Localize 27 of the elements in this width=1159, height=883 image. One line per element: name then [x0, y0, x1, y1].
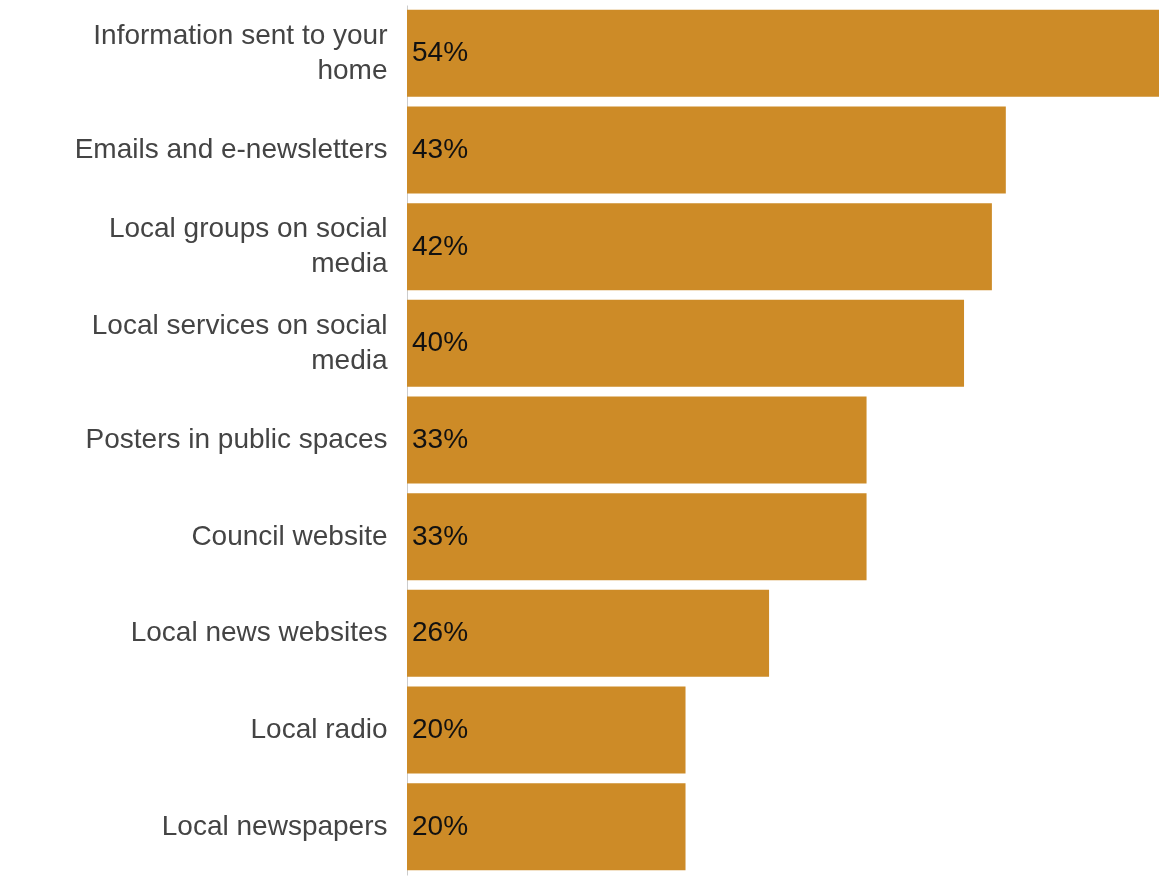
- data-label: 42%: [412, 229, 469, 261]
- data-label: 20%: [412, 713, 469, 744]
- data-label: 26%: [412, 616, 469, 648]
- data-label: 33%: [412, 519, 469, 551]
- bar: [407, 686, 686, 774]
- data-label: 43%: [412, 133, 469, 164]
- data-label: 20%: [412, 809, 469, 841]
- bar: [407, 783, 686, 871]
- y-tick-label: Local groups on social media: [108, 212, 388, 279]
- bar: [407, 493, 867, 581]
- y-tick-label: Local newspapers: [161, 809, 388, 841]
- y-tick-label: Local services on social media: [91, 308, 388, 375]
- data-label: 40%: [412, 326, 469, 358]
- data-label: 54%: [412, 36, 469, 68]
- bar: [407, 106, 1006, 194]
- y-tick-label: Emails and e-newsletters: [74, 133, 388, 164]
- bar: [407, 299, 965, 387]
- bar: [407, 203, 992, 291]
- y-tick-label: Local news websites: [130, 616, 388, 648]
- bar: [407, 396, 867, 484]
- data-label: 33%: [412, 423, 469, 454]
- bar: [407, 9, 1159, 97]
- y-tick-label: Posters in public spaces: [85, 423, 388, 454]
- y-tick-label: Information sent to your home: [93, 18, 388, 85]
- y-tick-label: Local radio: [250, 713, 388, 744]
- y-tick-label: Council website: [191, 519, 388, 551]
- bar: [407, 589, 770, 677]
